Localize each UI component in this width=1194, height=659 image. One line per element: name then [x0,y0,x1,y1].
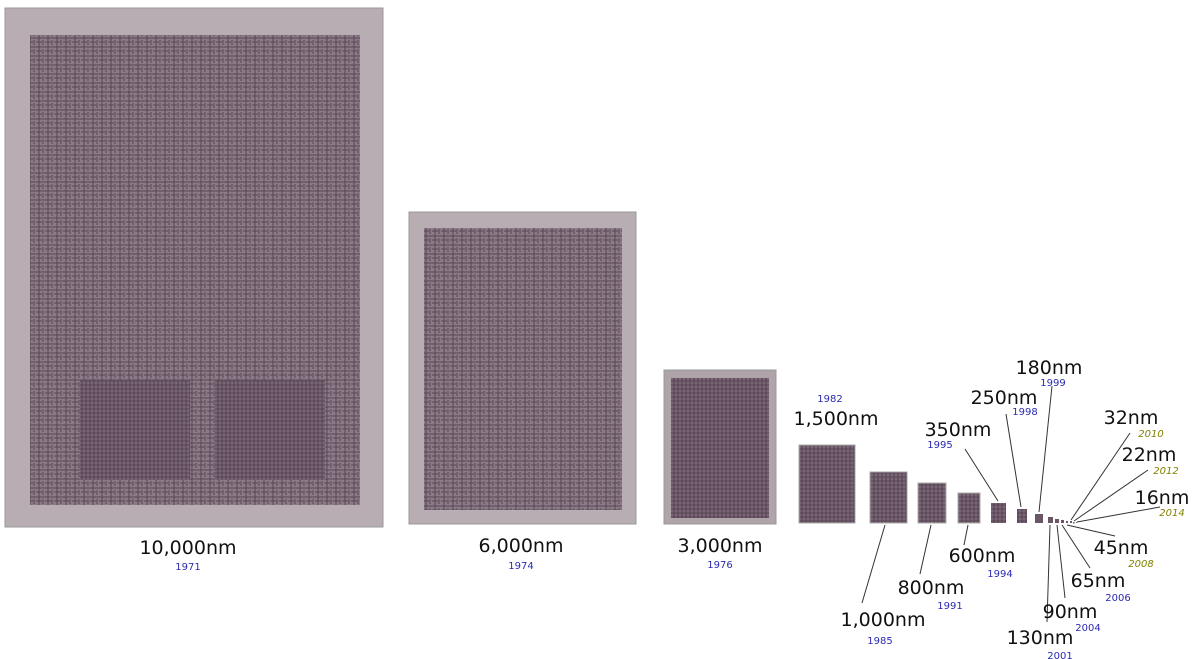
chip-3000 [664,370,776,524]
node-year: 2001 [1047,651,1072,659]
node-label: 600nm [949,545,1016,567]
node-label: 65nm [1071,570,1126,592]
chip-800 [918,483,946,523]
node-year: 1971 [175,562,200,573]
node-label: 1,000nm [841,609,926,631]
node-year: 1999 [1040,378,1065,389]
node-year: 2006 [1105,593,1130,604]
chip-1000 [870,472,907,523]
die-shrink-diagram: 10,000nm 1971 6,000nm 1974 3,000nm 1976 … [0,0,1194,659]
node-label: 1,500nm [794,408,879,430]
node-year: 1976 [707,560,732,571]
chip-65 [1061,520,1064,523]
node-label: 800nm [898,577,965,599]
node-label: 90nm [1043,601,1098,623]
chip-16 [1076,522,1077,523]
node-year: 2012 [1153,466,1178,477]
chip-22 [1073,522,1075,524]
node-year: 1982 [817,394,842,405]
node-year: 2014 [1159,508,1184,519]
node-label: 3,000nm [678,535,763,557]
node-year: 2004 [1075,623,1100,634]
node-year: 1974 [508,561,533,572]
chip-130 [1048,517,1053,523]
node-year: 1994 [987,569,1012,580]
node-label: 6,000nm [479,535,564,557]
node-year: 1991 [937,601,962,612]
chip-90 [1055,519,1059,523]
chip-45 [1066,521,1068,523]
chip-1500 [799,445,855,523]
node-year: 2008 [1128,559,1153,570]
node-label: 22nm [1122,444,1177,466]
node-label: 16nm [1135,487,1190,509]
chip-250 [1017,509,1027,523]
node-year: 1985 [867,636,892,647]
chip-180 [1035,514,1043,523]
chip-6000 [409,212,636,524]
node-label: 130nm [1007,627,1074,649]
node-label: 32nm [1104,407,1159,429]
chip-4004 [5,8,383,527]
node-label: 10,000nm [139,537,236,559]
node-year: 1995 [927,440,952,451]
node-label: 350nm [925,419,992,441]
node-label: 180nm [1016,357,1083,379]
chip-600 [958,493,980,523]
node-year: 1998 [1012,407,1037,418]
node-label: 45nm [1094,537,1149,559]
chip-350 [991,503,1006,523]
node-year: 2010 [1138,429,1163,440]
chip-32 [1070,521,1072,523]
node-label: 250nm [971,387,1038,409]
